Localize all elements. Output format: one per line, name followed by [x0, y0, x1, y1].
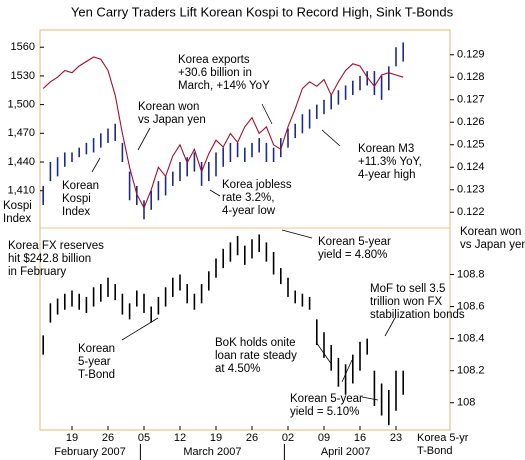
pointer	[137, 127, 151, 151]
pointer	[209, 189, 221, 197]
annotation: yield = 5.10%	[290, 406, 359, 418]
x-tick-label: 05	[138, 432, 150, 444]
y-tick-label: 1,410	[7, 185, 35, 197]
month-label: March 2007	[183, 446, 241, 458]
pointer	[281, 229, 313, 239]
annotation: vs Japan yen	[138, 114, 206, 126]
annotation: Korean M3	[358, 143, 414, 155]
month-label: April 2007	[321, 446, 371, 458]
y2-tick-label: 108	[457, 397, 475, 409]
annotation: Korean 5-year	[318, 236, 391, 248]
y2-tick-label: 0.129	[457, 49, 485, 61]
x-tick-label: 12	[174, 432, 186, 444]
annotation: BoK holds onite	[215, 337, 296, 349]
annotation: Korea jobless	[222, 179, 292, 191]
annotation: MoF to sell 3.5	[370, 283, 445, 295]
pointer	[91, 157, 101, 173]
y2-tick-label: 0.127	[457, 94, 485, 106]
pointer	[341, 359, 353, 383]
x-tick-label: 02	[282, 432, 294, 444]
y-axis-label: Index	[3, 213, 31, 225]
annotation: loan rate steady	[215, 350, 297, 362]
x-tick-label: 26	[246, 432, 258, 444]
annotation: rate 3.2%,	[222, 192, 274, 204]
y2-tick-label: 0.123	[457, 184, 485, 196]
annotation: 5-year	[78, 356, 111, 368]
annotation: Korean	[62, 180, 99, 192]
x-tick-label: 19	[210, 432, 222, 444]
annotation: T-Bond	[78, 369, 115, 381]
y2-tick-label: 0.124	[457, 161, 485, 173]
plot-frame	[39, 29, 451, 431]
pointer	[261, 103, 273, 125]
line-series	[42, 56, 404, 210]
y2-tick-label: 108.6	[457, 300, 485, 312]
annotation: hit $242.8 billion	[8, 253, 91, 265]
annotation: in February	[8, 266, 66, 278]
y-tick-label: 1,500	[7, 99, 35, 111]
x-axis-label: T-Bond	[417, 445, 452, 457]
annotation: Korean 5-year	[290, 393, 363, 405]
annotation: Korea exports	[178, 54, 250, 66]
annotation: trillion won FX	[370, 296, 443, 308]
y2-axis-label: Korean won	[460, 226, 521, 238]
y2-tick-label: 108.8	[457, 268, 485, 280]
y-tick-label: 1,440	[7, 156, 35, 168]
annotation: Index	[62, 206, 90, 218]
annotation: stabilization bonds	[370, 309, 465, 321]
pointer	[321, 129, 341, 147]
y2-axis-label: vs Japan yen	[460, 239, 525, 251]
x-tick-label: 23	[390, 432, 402, 444]
annotation: 4-year low	[222, 205, 276, 217]
annotation: at 4.50%	[215, 363, 260, 375]
y2-tick-label: 108.2	[457, 365, 485, 377]
x-axis-label: Korea 5-yr	[417, 432, 469, 444]
annotation: +30.6 billion in	[178, 67, 252, 79]
y-axis-label: Kospi	[3, 200, 32, 212]
x-tick-label: 26	[102, 432, 114, 444]
x-tick-label: 16	[354, 432, 366, 444]
y2-tick-label: 108.4	[457, 333, 485, 345]
y-tick-label: 1,470	[7, 127, 35, 139]
annotation: Korea FX reserves	[8, 240, 104, 252]
y-tick-label: 1530	[11, 70, 35, 82]
annotation: 4-year high	[358, 169, 416, 181]
x-tick-label: 19	[66, 432, 78, 444]
y2-tick-label: 0.126	[457, 116, 485, 128]
chart-title: Yen Carry Traders Lift Korean Kospi to R…	[71, 4, 454, 19]
pointer	[121, 317, 159, 341]
annotation: Korean	[78, 343, 115, 355]
y2-tick-label: 0.128	[457, 71, 485, 83]
annotation: +11.3% YoY,	[358, 156, 422, 168]
annotation: yield = 4.80%	[318, 249, 387, 261]
x-tick-label: 09	[318, 432, 330, 444]
pointer	[384, 317, 396, 337]
y2-tick-label: 0.125	[457, 139, 485, 151]
annotation: Korean won	[138, 101, 199, 113]
annotation: March, +14% YoY	[178, 80, 270, 92]
y-tick-label: 1560	[11, 41, 35, 53]
annotation: Kospi	[62, 193, 91, 205]
pointer	[361, 396, 379, 401]
y2-tick-label: 0.122	[457, 206, 485, 218]
month-label: February 2007	[54, 446, 126, 458]
